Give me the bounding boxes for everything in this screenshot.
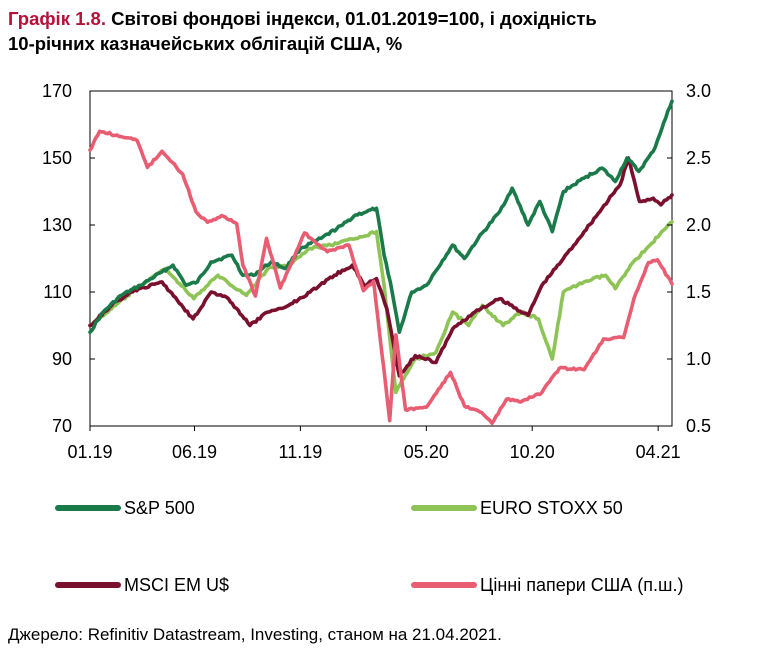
y-left-tick-label: 170 [42, 81, 72, 101]
y-right-tick-label: 2.0 [686, 215, 711, 235]
y-left-tick-label: 90 [52, 349, 72, 369]
series-line-0 [88, 99, 674, 334]
x-tick-label: 11.19 [279, 442, 323, 462]
x-tick-label: 10.20 [510, 442, 555, 462]
series-line-2 [88, 156, 674, 378]
y-right-tick-label: 1.0 [686, 349, 711, 369]
y-right-tick-label: 3.0 [686, 81, 711, 101]
y-left-tick-label: 110 [43, 282, 72, 302]
chart-title: Графік 1.8. Світові фондові індекси, 01.… [8, 6, 768, 56]
x-tick-label: 01.19 [67, 442, 112, 462]
legend-label-1: EURO STOXX 50 [480, 498, 623, 518]
chart-title-line1: Світові фондові індекси, 01.01.2019=100,… [111, 8, 597, 29]
series-line-1 [88, 219, 674, 395]
source-note: Джерело: Refinitiv Datastream, Investing… [8, 625, 502, 644]
y-left-tick-label: 130 [42, 215, 72, 235]
x-tick-label: 06.19 [172, 442, 217, 462]
series-line-3 [88, 129, 674, 426]
y-right-tick-label: 1.5 [686, 282, 711, 302]
x-tick-label: 05.20 [404, 442, 449, 462]
legend-label-3: Цінні папери США (п.ш.) [480, 575, 683, 595]
y-left-tick-label: 150 [42, 148, 72, 168]
y-right-tick-label: 2.5 [686, 148, 711, 168]
chart-title-line2: 10-річних казначейських облігацій США, % [8, 33, 403, 54]
x-tick-label: 04.21 [636, 442, 681, 462]
y-right-tick-label: 0.5 [686, 416, 711, 436]
plot-frame [89, 90, 673, 427]
y-left-tick-label: 70 [52, 416, 72, 436]
series-lines [88, 99, 674, 426]
legend-label-0: S&P 500 [124, 498, 195, 518]
legend: S&P 500 EURO STOXX 50 MSCI EM U$ Цінні папе… [55, 498, 683, 595]
chart-number: Графік 1.8. [8, 8, 106, 29]
line-chart: 170 150 130 110 90 70 3.0 2.5 2.0 1.5 1.0 0.5 01.19 0… [42, 81, 711, 595]
legend-label-2: MSCI EM U$ [124, 575, 229, 595]
